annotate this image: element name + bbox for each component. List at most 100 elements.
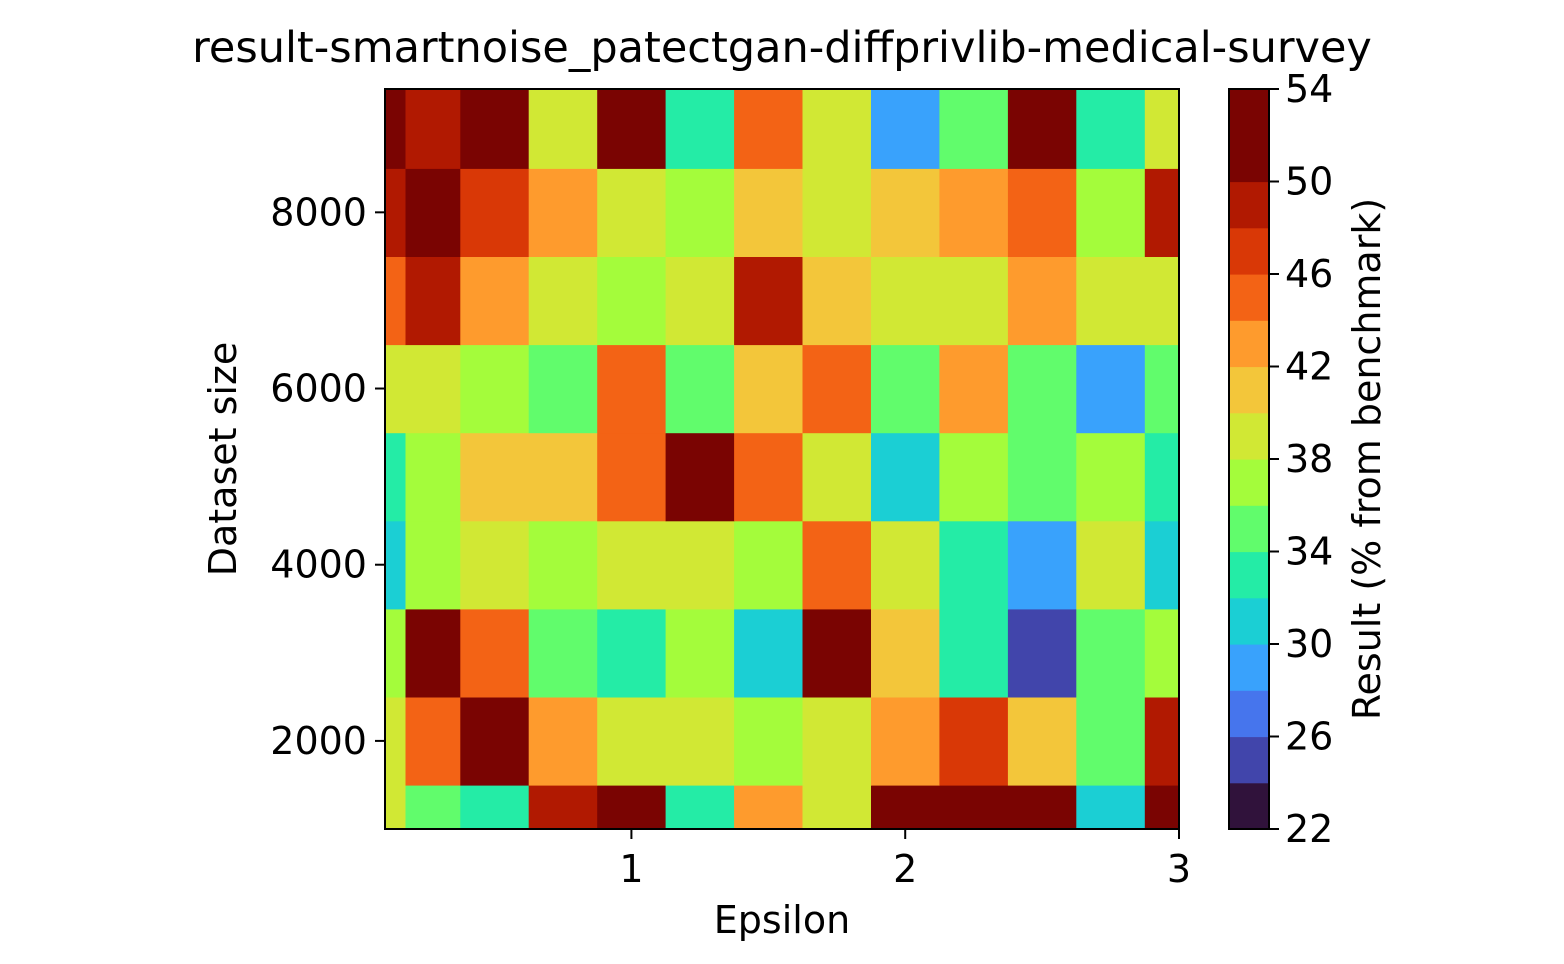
heatmap-cell [665,168,735,257]
heatmap-cell [665,344,735,434]
heatmap-cell [1144,520,1179,610]
heatmap-cell [1076,256,1146,346]
heatmap-cell [1076,168,1146,257]
heatmap-cell [1007,520,1077,610]
heatmap-cell [528,89,598,169]
heatmap-cell [385,696,407,786]
heatmap-cell [802,256,872,346]
heatmap-cell [665,785,735,829]
heatmap-cell [385,520,407,610]
heatmap-cell [802,344,872,434]
colorbar-band [1229,135,1269,183]
heatmap-cell [528,256,598,346]
heatmap-cell [939,89,1009,169]
heatmap-cell [405,89,461,169]
heatmap-cell [385,168,407,257]
heatmap-cell [385,89,407,169]
colorbar-band [1229,782,1269,830]
heatmap-cell [1144,168,1179,257]
x-axis: 1 2 3 [619,829,1191,891]
heatmap-cell [665,520,735,610]
heatmap-cell [1144,432,1179,522]
y-axis: 2000 4000 6000 8000 [270,190,385,763]
y-tick-label: 2000 [270,719,367,763]
heatmap-cell [1007,608,1077,698]
heatmap-cell [597,89,667,169]
heatmap-cell [405,168,461,257]
heatmap-cell [734,785,804,829]
heatmap-cell [597,344,667,434]
heatmap-cell [939,344,1009,434]
heatmap-cell [1076,608,1146,698]
plot-area [385,89,1179,829]
heatmap-cell [665,89,735,169]
y-tick-label: 6000 [270,367,367,411]
colorbar-band [1229,551,1269,599]
colorbar-tick-label: 22 [1285,807,1333,851]
heatmap-cell [460,432,530,522]
heatmap-cell [734,344,804,434]
colorbar-band [1229,181,1269,229]
heatmap-cell [665,696,735,786]
heatmap-cell [939,432,1009,522]
heatmap-cell [528,785,598,829]
colorbar-tick-label: 34 [1285,530,1333,574]
heatmap-cell [1007,696,1077,786]
heatmap-cell [1007,344,1077,434]
colorbar-band [1229,412,1269,460]
colorbar-band [1229,274,1269,321]
x-tick-label: 2 [893,847,917,891]
colorbar-band [1229,505,1269,553]
heatmap-cell [871,432,940,522]
y-tick-label: 4000 [270,543,367,587]
colorbar-label: Result (% from benchmark) [1345,198,1389,720]
x-tick-label: 1 [619,847,643,891]
heatmap-cell [460,608,530,698]
colorbar-band [1229,366,1269,414]
heatmap-cell [1076,344,1146,434]
heatmap-cell [597,608,667,698]
heatmap-cell [871,344,940,434]
heatmap-cell [734,520,804,610]
heatmap-cell [802,168,872,257]
heatmap-cell [460,696,530,786]
heatmap-cell [1144,696,1179,786]
heatmap-cell [405,520,461,610]
heatmap-cell [460,256,530,346]
y-tick-label: 8000 [270,190,367,234]
y-axis-label: Dataset size [201,342,245,577]
colorbar [1229,89,1269,830]
heatmap-cell [939,785,1009,829]
heatmap-cell [871,696,940,786]
heatmap-cell [802,89,872,169]
heatmap-cell [597,696,667,786]
heatmap-cell [734,89,804,169]
heatmap-cell [802,432,872,522]
heatmap-cell [802,520,872,610]
colorbar-tick-label: 26 [1285,715,1333,759]
heatmap-cell [385,785,407,829]
heatmap-cell [1144,608,1179,698]
heatmap-cell [1144,785,1179,829]
heatmap-cell [597,256,667,346]
heatmap-cell [1076,89,1146,169]
heatmap-cell [734,608,804,698]
colorbar-band [1229,644,1269,691]
heatmap-cell [939,608,1009,698]
colorbar-band [1229,89,1269,136]
heatmap-cell [802,608,872,698]
colorbar-tick-label: 50 [1285,160,1333,204]
colorbar-band [1229,736,1269,784]
heatmap-cell [734,168,804,257]
heatmap-cell [1007,89,1077,169]
heatmap-cell [802,696,872,786]
heatmap-cell [528,432,598,522]
heatmap-cell [1007,256,1077,346]
heatmap-cell [528,696,598,786]
heatmap-cell [665,432,735,522]
heatmap-cell [871,256,940,346]
heatmap-cell [460,344,530,434]
heatmap-cell [734,432,804,522]
heatmap-cell [1007,785,1077,829]
